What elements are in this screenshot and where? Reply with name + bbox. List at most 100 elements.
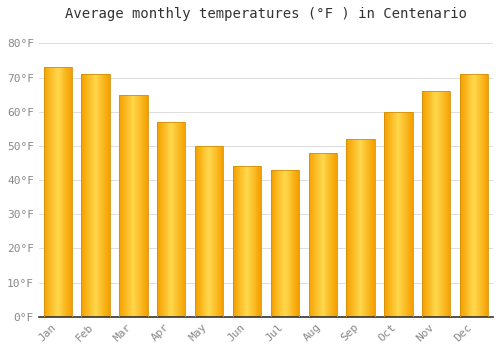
Bar (91, 74, 92, 317)
Bar (245, 166, 246, 317)
Bar (163, 122, 164, 317)
Bar (52, 67, 53, 317)
Bar (352, 139, 353, 317)
Bar (406, 112, 407, 317)
Bar (66, 67, 67, 317)
Bar (388, 112, 389, 317)
Bar (128, 94, 130, 317)
Bar (373, 139, 374, 317)
Bar (248, 166, 249, 317)
Bar (294, 170, 296, 317)
Bar (386, 112, 387, 317)
Bar (69, 67, 70, 317)
Bar (130, 94, 132, 317)
Bar (408, 112, 409, 317)
Bar (92, 74, 94, 317)
Bar (422, 91, 450, 317)
Bar (287, 170, 288, 317)
Bar (58, 67, 59, 317)
Bar (243, 166, 244, 317)
Bar (258, 166, 260, 317)
Bar (288, 170, 290, 317)
Bar (317, 153, 318, 317)
Bar (120, 94, 121, 317)
Bar (308, 153, 310, 317)
Bar (439, 91, 440, 317)
Bar (220, 146, 222, 317)
Bar (349, 139, 350, 317)
Bar (474, 74, 475, 317)
Bar (145, 94, 146, 317)
Bar (328, 153, 330, 317)
Bar (216, 146, 218, 317)
Bar (460, 74, 488, 317)
Bar (242, 166, 243, 317)
Bar (446, 91, 448, 317)
Bar (384, 112, 412, 317)
Bar (139, 94, 140, 317)
Bar (423, 91, 424, 317)
Bar (159, 122, 160, 317)
Bar (355, 139, 356, 317)
Bar (387, 112, 388, 317)
Bar (218, 146, 220, 317)
Bar (172, 122, 173, 317)
Bar (70, 67, 71, 317)
Bar (278, 170, 279, 317)
Bar (44, 67, 46, 317)
Bar (460, 74, 461, 317)
Bar (441, 91, 442, 317)
Bar (157, 122, 186, 317)
Bar (470, 74, 472, 317)
Bar (208, 146, 209, 317)
Bar (240, 166, 242, 317)
Bar (434, 91, 436, 317)
Bar (324, 153, 326, 317)
Bar (98, 74, 100, 317)
Bar (443, 91, 444, 317)
Bar (106, 74, 107, 317)
Bar (461, 74, 462, 317)
Bar (272, 170, 274, 317)
Bar (335, 153, 336, 317)
Bar (364, 139, 366, 317)
Bar (251, 166, 252, 317)
Bar (57, 67, 58, 317)
Bar (105, 74, 106, 317)
Bar (310, 153, 312, 317)
Bar (87, 74, 88, 317)
Bar (285, 170, 286, 317)
Bar (54, 67, 55, 317)
Bar (132, 94, 134, 317)
Bar (392, 112, 394, 317)
Bar (319, 153, 320, 317)
Bar (286, 170, 287, 317)
Bar (89, 74, 90, 317)
Bar (362, 139, 364, 317)
Bar (127, 94, 128, 317)
Bar (430, 91, 432, 317)
Bar (206, 146, 208, 317)
Bar (322, 153, 324, 317)
Bar (44, 67, 72, 317)
Bar (140, 94, 141, 317)
Bar (126, 94, 127, 317)
Bar (180, 122, 181, 317)
Bar (283, 170, 284, 317)
Bar (55, 67, 56, 317)
Bar (162, 122, 163, 317)
Bar (177, 122, 178, 317)
Bar (71, 67, 72, 317)
Bar (119, 94, 148, 317)
Bar (121, 94, 122, 317)
Bar (432, 91, 434, 317)
Bar (410, 112, 412, 317)
Bar (50, 67, 51, 317)
Bar (254, 166, 256, 317)
Bar (356, 139, 357, 317)
Bar (233, 166, 261, 317)
Bar (141, 94, 142, 317)
Bar (146, 94, 148, 317)
Bar (88, 74, 89, 317)
Bar (298, 170, 299, 317)
